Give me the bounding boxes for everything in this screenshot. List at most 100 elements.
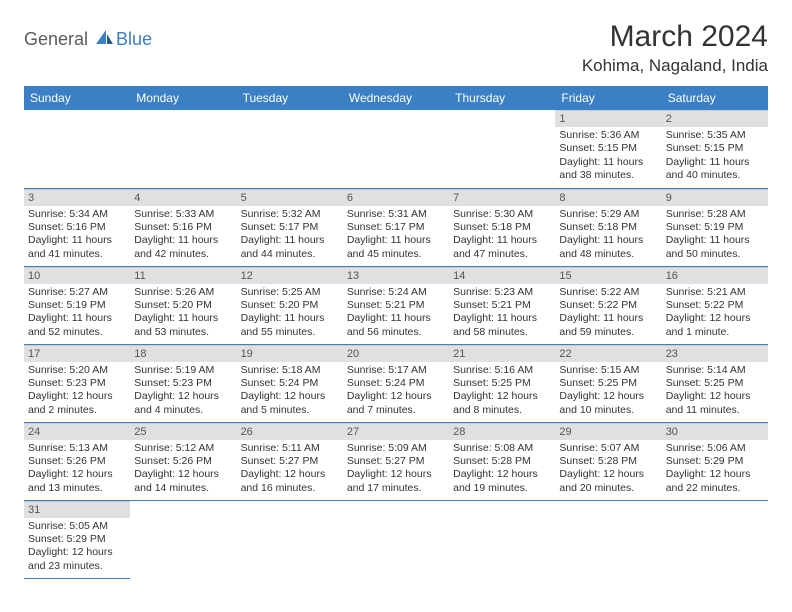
day-number: 27: [343, 423, 449, 440]
sunrise-text: Sunrise: 5:08 AM: [453, 442, 551, 455]
daylight-text: Daylight: 12 hours and 20 minutes.: [559, 468, 657, 495]
sunset-text: Sunset: 5:18 PM: [559, 221, 657, 234]
day-header: Thursday: [449, 86, 555, 110]
day-content: Sunrise: 5:14 AMSunset: 5:25 PMDaylight:…: [662, 362, 768, 422]
sunset-text: Sunset: 5:29 PM: [28, 533, 126, 546]
day-number: 31: [24, 501, 130, 518]
sunrise-text: Sunrise: 5:31 AM: [347, 208, 445, 221]
sunset-text: Sunset: 5:21 PM: [347, 299, 445, 312]
calendar-cell: 28Sunrise: 5:08 AMSunset: 5:28 PMDayligh…: [449, 422, 555, 500]
day-header: Sunday: [24, 86, 130, 110]
day-content: Sunrise: 5:27 AMSunset: 5:19 PMDaylight:…: [24, 284, 130, 344]
day-content: Sunrise: 5:34 AMSunset: 5:16 PMDaylight:…: [24, 206, 130, 266]
sunrise-text: Sunrise: 5:27 AM: [28, 286, 126, 299]
daylight-text: Daylight: 11 hours and 44 minutes.: [241, 234, 339, 261]
day-number: 20: [343, 345, 449, 362]
day-header: Saturday: [662, 86, 768, 110]
daylight-text: Daylight: 11 hours and 47 minutes.: [453, 234, 551, 261]
calendar-header-row: SundayMondayTuesdayWednesdayThursdayFrid…: [24, 86, 768, 110]
daylight-text: Daylight: 12 hours and 8 minutes.: [453, 390, 551, 417]
day-number: 15: [555, 267, 661, 284]
calendar-cell: 29Sunrise: 5:07 AMSunset: 5:28 PMDayligh…: [555, 422, 661, 500]
sunrise-text: Sunrise: 5:13 AM: [28, 442, 126, 455]
sunset-text: Sunset: 5:22 PM: [666, 299, 764, 312]
calendar-week-row: 10Sunrise: 5:27 AMSunset: 5:19 PMDayligh…: [24, 266, 768, 344]
calendar-cell-empty: [237, 110, 343, 188]
sunset-text: Sunset: 5:18 PM: [453, 221, 551, 234]
day-content: Sunrise: 5:20 AMSunset: 5:23 PMDaylight:…: [24, 362, 130, 422]
day-content: Sunrise: 5:11 AMSunset: 5:27 PMDaylight:…: [237, 440, 343, 500]
calendar-cell: 22Sunrise: 5:15 AMSunset: 5:25 PMDayligh…: [555, 344, 661, 422]
sunset-text: Sunset: 5:23 PM: [28, 377, 126, 390]
sunrise-text: Sunrise: 5:06 AM: [666, 442, 764, 455]
calendar-cell-empty: [237, 500, 343, 578]
day-content: Sunrise: 5:23 AMSunset: 5:21 PMDaylight:…: [449, 284, 555, 344]
sunrise-text: Sunrise: 5:23 AM: [453, 286, 551, 299]
daylight-text: Daylight: 12 hours and 4 minutes.: [134, 390, 232, 417]
sunset-text: Sunset: 5:24 PM: [347, 377, 445, 390]
sunset-text: Sunset: 5:25 PM: [666, 377, 764, 390]
calendar-cell: 27Sunrise: 5:09 AMSunset: 5:27 PMDayligh…: [343, 422, 449, 500]
day-number: 22: [555, 345, 661, 362]
sunrise-text: Sunrise: 5:26 AM: [134, 286, 232, 299]
day-content: Sunrise: 5:36 AMSunset: 5:15 PMDaylight:…: [555, 127, 661, 187]
calendar-cell: 5Sunrise: 5:32 AMSunset: 5:17 PMDaylight…: [237, 188, 343, 266]
calendar-cell-empty: [662, 500, 768, 578]
location-subtitle: Kohima, Nagaland, India: [582, 56, 768, 76]
day-number: 16: [662, 267, 768, 284]
daylight-text: Daylight: 12 hours and 11 minutes.: [666, 390, 764, 417]
sunset-text: Sunset: 5:17 PM: [241, 221, 339, 234]
sunrise-text: Sunrise: 5:19 AM: [134, 364, 232, 377]
sunset-text: Sunset: 5:15 PM: [559, 142, 657, 155]
calendar-cell: 10Sunrise: 5:27 AMSunset: 5:19 PMDayligh…: [24, 266, 130, 344]
calendar-cell-empty: [130, 500, 236, 578]
day-number: 29: [555, 423, 661, 440]
page-title: March 2024: [582, 20, 768, 54]
sunrise-text: Sunrise: 5:32 AM: [241, 208, 339, 221]
calendar-cell: 11Sunrise: 5:26 AMSunset: 5:20 PMDayligh…: [130, 266, 236, 344]
header: General Blue March 2024 Kohima, Nagaland…: [24, 20, 768, 76]
logo-text-blue: Blue: [116, 29, 152, 50]
calendar-cell: 31Sunrise: 5:05 AMSunset: 5:29 PMDayligh…: [24, 500, 130, 578]
sunrise-text: Sunrise: 5:07 AM: [559, 442, 657, 455]
day-content: Sunrise: 5:15 AMSunset: 5:25 PMDaylight:…: [555, 362, 661, 422]
day-content: Sunrise: 5:30 AMSunset: 5:18 PMDaylight:…: [449, 206, 555, 266]
daylight-text: Daylight: 11 hours and 38 minutes.: [559, 156, 657, 183]
sunrise-text: Sunrise: 5:30 AM: [453, 208, 551, 221]
sunrise-text: Sunrise: 5:12 AM: [134, 442, 232, 455]
calendar-table: SundayMondayTuesdayWednesdayThursdayFrid…: [24, 86, 768, 579]
day-number: 23: [662, 345, 768, 362]
daylight-text: Daylight: 12 hours and 10 minutes.: [559, 390, 657, 417]
day-number: 2: [662, 110, 768, 127]
daylight-text: Daylight: 12 hours and 14 minutes.: [134, 468, 232, 495]
sunset-text: Sunset: 5:21 PM: [453, 299, 551, 312]
day-content: Sunrise: 5:13 AMSunset: 5:26 PMDaylight:…: [24, 440, 130, 500]
daylight-text: Daylight: 12 hours and 1 minute.: [666, 312, 764, 339]
day-content: Sunrise: 5:06 AMSunset: 5:29 PMDaylight:…: [662, 440, 768, 500]
calendar-cell: 17Sunrise: 5:20 AMSunset: 5:23 PMDayligh…: [24, 344, 130, 422]
calendar-cell: 30Sunrise: 5:06 AMSunset: 5:29 PMDayligh…: [662, 422, 768, 500]
daylight-text: Daylight: 11 hours and 59 minutes.: [559, 312, 657, 339]
sunset-text: Sunset: 5:19 PM: [28, 299, 126, 312]
calendar-cell: 1Sunrise: 5:36 AMSunset: 5:15 PMDaylight…: [555, 110, 661, 188]
sunrise-text: Sunrise: 5:17 AM: [347, 364, 445, 377]
sunrise-text: Sunrise: 5:05 AM: [28, 520, 126, 533]
calendar-cell: 16Sunrise: 5:21 AMSunset: 5:22 PMDayligh…: [662, 266, 768, 344]
title-block: March 2024 Kohima, Nagaland, India: [582, 20, 768, 76]
sunset-text: Sunset: 5:26 PM: [28, 455, 126, 468]
calendar-week-row: 3Sunrise: 5:34 AMSunset: 5:16 PMDaylight…: [24, 188, 768, 266]
calendar-cell-empty: [449, 110, 555, 188]
sunrise-text: Sunrise: 5:09 AM: [347, 442, 445, 455]
daylight-text: Daylight: 12 hours and 22 minutes.: [666, 468, 764, 495]
day-content: Sunrise: 5:22 AMSunset: 5:22 PMDaylight:…: [555, 284, 661, 344]
sunset-text: Sunset: 5:15 PM: [666, 142, 764, 155]
daylight-text: Daylight: 12 hours and 5 minutes.: [241, 390, 339, 417]
sunrise-text: Sunrise: 5:28 AM: [666, 208, 764, 221]
daylight-text: Daylight: 11 hours and 45 minutes.: [347, 234, 445, 261]
sunrise-text: Sunrise: 5:20 AM: [28, 364, 126, 377]
calendar-body: 1Sunrise: 5:36 AMSunset: 5:15 PMDaylight…: [24, 110, 768, 578]
calendar-cell: 13Sunrise: 5:24 AMSunset: 5:21 PMDayligh…: [343, 266, 449, 344]
day-number: 21: [449, 345, 555, 362]
calendar-cell: 23Sunrise: 5:14 AMSunset: 5:25 PMDayligh…: [662, 344, 768, 422]
calendar-cell-empty: [24, 110, 130, 188]
